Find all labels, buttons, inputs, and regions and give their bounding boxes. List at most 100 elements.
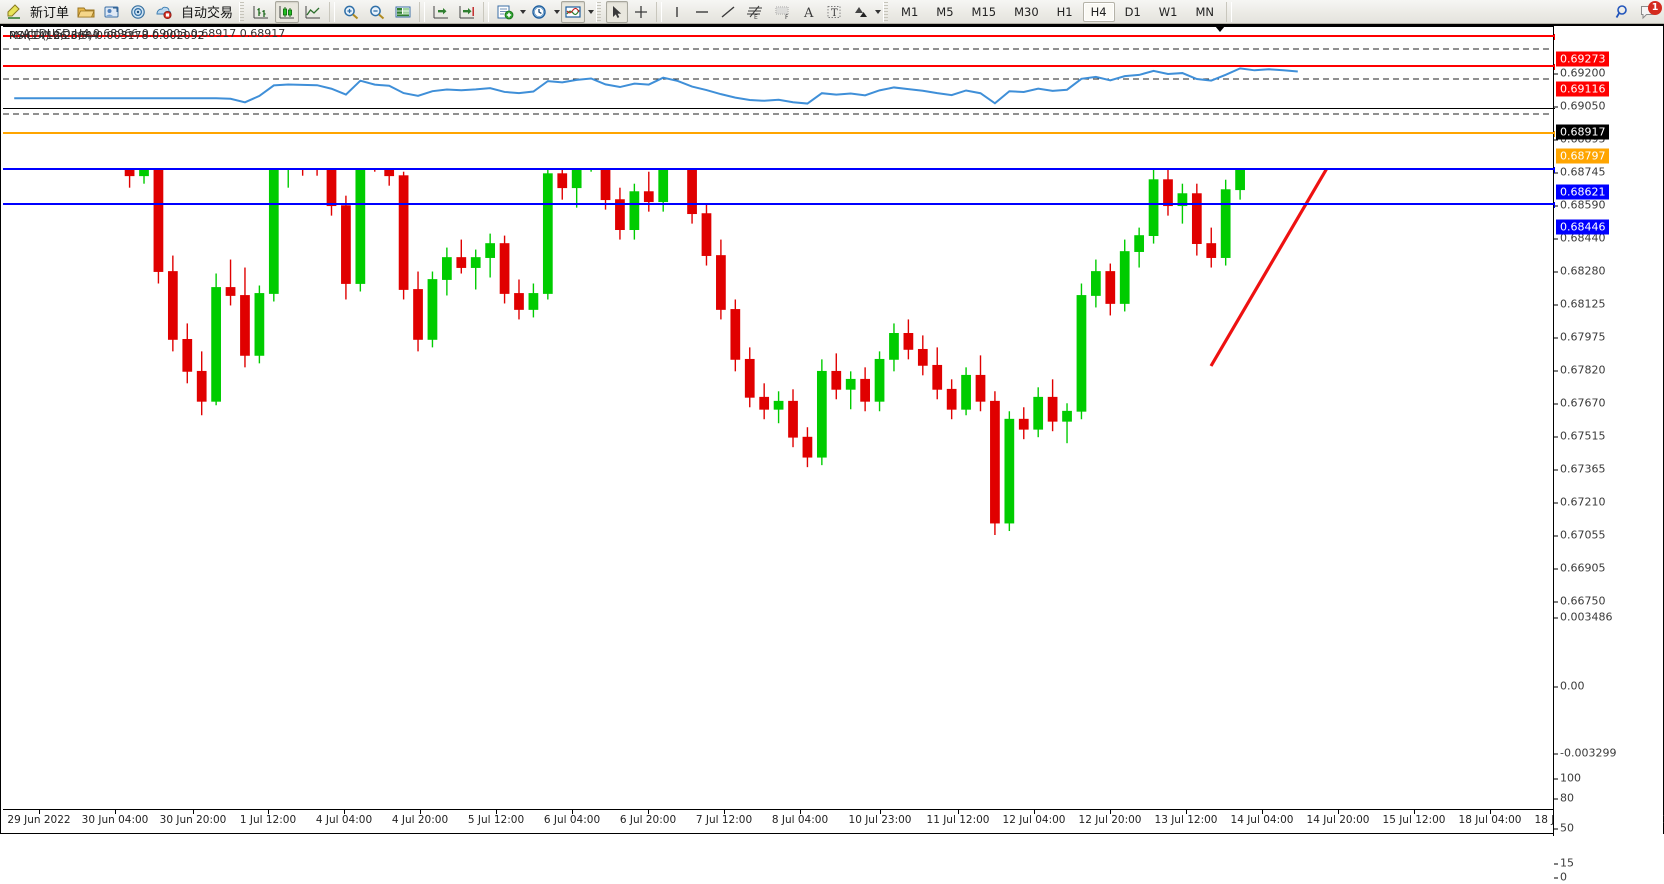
price-tag-support-2[interactable]: 0.68446 xyxy=(1556,219,1609,235)
price-tick: 0.67210 xyxy=(1554,495,1606,509)
level-line-support-1[interactable] xyxy=(3,167,1555,173)
autotrading-icon[interactable] xyxy=(152,1,176,23)
price-tag-resistance-1[interactable]: 0.69116 xyxy=(1556,81,1609,97)
rsi-panel[interactable]: RSI(14) 66.3644 xyxy=(3,26,1555,169)
price-scale[interactable]: 0.692000.690500.688950.687450.685900.684… xyxy=(1553,26,1663,884)
price-tag-resistance-2[interactable]: 0.69273 xyxy=(1556,51,1609,67)
candle-body xyxy=(254,293,265,356)
candle-body xyxy=(816,370,827,458)
date-tick xyxy=(420,810,421,814)
timeframe-m5[interactable]: M5 xyxy=(936,4,954,19)
date-label: 29 Jun 2022 xyxy=(7,814,71,826)
price-tag-support-1[interactable]: 0.68621 xyxy=(1556,184,1609,200)
candle-body xyxy=(615,199,625,231)
candle-body xyxy=(485,243,496,258)
timeframe-w1[interactable]: W1 xyxy=(1158,4,1178,19)
candle-body xyxy=(1134,235,1145,252)
shapes-icon[interactable] xyxy=(848,1,872,23)
level-line-pivot[interactable] xyxy=(3,131,1555,137)
bar-chart-icon[interactable] xyxy=(249,1,273,23)
candle-body xyxy=(1177,193,1188,207)
date-tick xyxy=(1262,810,1263,814)
candle-body xyxy=(341,205,351,284)
candle-body xyxy=(326,163,337,207)
templates-icon[interactable] xyxy=(561,0,586,23)
timeframe-d1[interactable]: D1 xyxy=(1124,4,1141,19)
date-label: 13 Jul 12:00 xyxy=(1154,814,1218,826)
price-tag-pivot[interactable]: 0.68797 xyxy=(1556,148,1609,164)
new-order-label[interactable]: 新订单 xyxy=(30,6,70,21)
candle-body xyxy=(903,333,914,350)
search-icon[interactable] xyxy=(1611,1,1635,23)
toolbar-grip-2[interactable] xyxy=(596,1,602,22)
date-tick xyxy=(1414,810,1415,814)
level-line-resistance-2[interactable] xyxy=(3,34,1555,40)
fibonacci-icon[interactable]: E xyxy=(742,1,768,23)
add-indicator-dropdown-arrow[interactable] xyxy=(520,9,527,14)
shift-end-icon[interactable] xyxy=(429,1,453,23)
text-icon[interactable]: A xyxy=(798,1,820,23)
timeframe-m30[interactable]: M30 xyxy=(1014,4,1039,19)
price-tick: 0.67670 xyxy=(1554,396,1606,410)
date-label: 1 Jul 12:00 xyxy=(239,814,297,826)
trendline-icon[interactable] xyxy=(716,1,740,23)
add-indicator-icon[interactable] xyxy=(493,1,517,23)
text-label-icon[interactable]: T xyxy=(822,1,846,23)
toolbar-separator-4 xyxy=(656,1,663,22)
toolbar-grip-3[interactable] xyxy=(883,1,889,22)
date-tick xyxy=(1338,810,1339,814)
rsi-line xyxy=(14,67,1298,105)
candlestick-chart-icon[interactable] xyxy=(275,0,300,23)
candle-body xyxy=(240,295,250,356)
timeframe-m15[interactable]: M15 xyxy=(971,4,997,19)
zoom-in-icon[interactable] xyxy=(339,1,363,23)
hline-icon[interactable] xyxy=(690,1,714,23)
level-line-current-price[interactable] xyxy=(3,108,1555,109)
alerts-icon[interactable]: 1 xyxy=(1636,0,1662,23)
timeframe-mn[interactable]: MN xyxy=(1195,4,1214,19)
equidistant-channel-icon[interactable]: F xyxy=(770,1,796,23)
zoom-out-icon[interactable] xyxy=(365,1,389,23)
level-line-support-2[interactable] xyxy=(3,202,1555,208)
period-dropdown-arrow[interactable] xyxy=(554,9,561,14)
timeframe-m1[interactable]: M1 xyxy=(901,4,919,19)
date-label: 4 Jul 20:00 xyxy=(391,814,449,826)
period-clock-icon[interactable] xyxy=(527,1,551,23)
date-tick xyxy=(572,810,573,814)
toolbar-grip-1[interactable] xyxy=(239,1,245,22)
cursor-icon[interactable] xyxy=(606,0,629,23)
crosshair-icon[interactable] xyxy=(630,1,652,23)
auto-scroll-icon[interactable] xyxy=(455,1,479,23)
chart-scroll-marker[interactable] xyxy=(1215,26,1225,32)
candle-body xyxy=(1206,243,1217,258)
folder-icon[interactable] xyxy=(74,1,98,23)
templates-dropdown-arrow[interactable] xyxy=(588,9,595,14)
price-tick: 0.69050 xyxy=(1554,99,1606,113)
timeframe-h4[interactable]: H4 xyxy=(1082,1,1115,22)
chart-window[interactable]: AUDUSD,H4 0.68966 0.69003 0.68917 0.6891… xyxy=(0,24,1664,884)
macd-tick: 0.00 xyxy=(1554,679,1585,693)
grid-icon[interactable] xyxy=(391,1,415,23)
autotrading-label[interactable]: 自动交易 xyxy=(181,6,234,21)
candle-body xyxy=(1076,295,1087,412)
chart-title-label: AUDUSD,H4 0.68966 0.69003 0.68917 0.6891… xyxy=(23,27,286,40)
price-tick: 0.68280 xyxy=(1554,264,1606,278)
candle-body xyxy=(1119,251,1130,304)
profile-icon[interactable] xyxy=(100,1,124,23)
date-tick xyxy=(1490,810,1491,814)
candle-body xyxy=(701,213,712,256)
date-tick xyxy=(880,810,881,814)
date-label: 12 Jul 20:00 xyxy=(1078,814,1142,826)
date-tick xyxy=(1186,810,1187,814)
level-line-resistance-1[interactable] xyxy=(3,64,1555,70)
vline-icon[interactable] xyxy=(666,1,688,23)
candle-body xyxy=(874,358,885,402)
timeframe-h1[interactable]: H1 xyxy=(1056,4,1073,19)
price-tick: 0.66905 xyxy=(1554,561,1606,575)
macd-tick: -0.003299 xyxy=(1553,746,1617,760)
shapes-dropdown-arrow[interactable] xyxy=(875,9,882,14)
price-tag-current-price[interactable]: 0.68917 xyxy=(1556,124,1609,140)
navigator-icon[interactable] xyxy=(126,1,150,23)
new-order-icon[interactable] xyxy=(3,1,25,23)
line-chart-icon[interactable] xyxy=(301,1,325,23)
